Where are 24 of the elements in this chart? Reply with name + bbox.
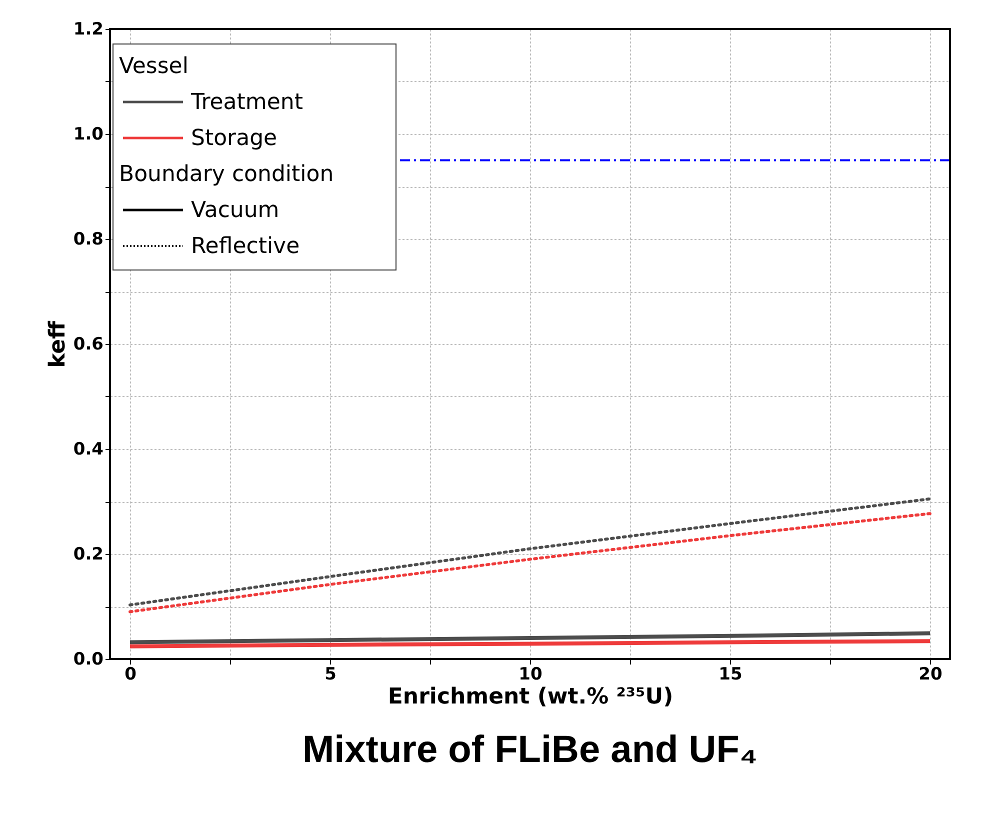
x-tick-label: 20	[918, 664, 942, 684]
x-tick-label: 0	[124, 664, 137, 684]
x-tick-label: 15	[718, 664, 742, 684]
line-series	[128, 512, 932, 614]
y-tick-label: 0.0	[73, 650, 104, 670]
x-axis-title: Enrichment (wt.% ²³⁵U)	[388, 684, 674, 710]
annotation: Boundary condition	[119, 162, 334, 187]
x-tick-label: 5	[324, 664, 336, 684]
legend-title: Vessel	[119, 54, 188, 79]
y-tick-label: 0.6	[73, 334, 104, 354]
y-tick-label: 0.2	[73, 544, 104, 564]
y-tick-label: 1.2	[73, 20, 104, 40]
y-axis-title: keff	[45, 320, 70, 368]
legend-label: Vacuum	[191, 198, 280, 223]
x-tick-label: 10	[518, 664, 542, 684]
legend-label: Treatment	[190, 90, 304, 115]
legend-label: Storage	[191, 126, 278, 151]
y-tick-label: 1.0	[73, 124, 104, 144]
line-series	[128, 631, 932, 644]
y-tick-label: 0.4	[73, 440, 104, 460]
y-tick-label: 0.8	[73, 230, 104, 250]
line-series	[128, 497, 932, 606]
text: Mixture of FLiBe and UF₄	[302, 729, 758, 771]
legend-label: Reflective	[191, 234, 300, 259]
